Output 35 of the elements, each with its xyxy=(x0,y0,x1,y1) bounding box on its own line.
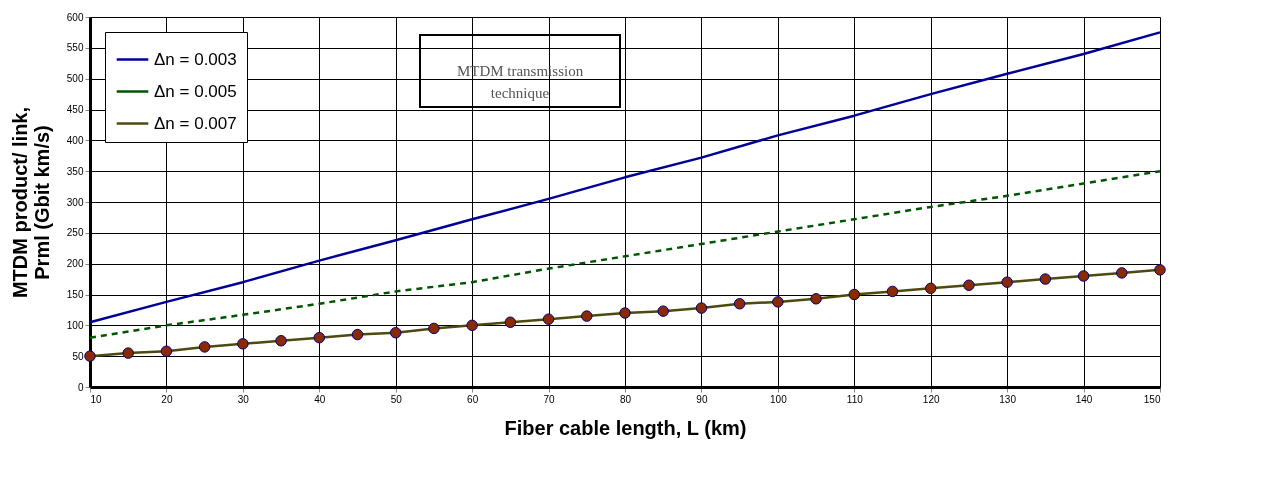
y-tick-label: 0 xyxy=(77,381,84,393)
x-tick-label: 80 xyxy=(619,393,632,405)
y-tick-label: 550 xyxy=(66,42,84,54)
x-tick-label: 90 xyxy=(696,393,708,405)
legend-label: Δn = 0.003 xyxy=(154,49,237,69)
y-tick-label: 300 xyxy=(66,196,84,208)
y-tick-label: 50 xyxy=(72,350,84,362)
y-tick-label: 600 xyxy=(66,11,84,23)
x-tick-label: 10 xyxy=(90,393,103,405)
y-axis-title: MTDM product/ link, Prml (Gbit km/s) xyxy=(8,106,53,299)
y-tick-label: 400 xyxy=(66,134,84,146)
x-tick-label: 70 xyxy=(543,393,556,405)
line-series xyxy=(88,31,1162,324)
x-tick-label: 150 xyxy=(1143,393,1161,405)
x-axis-title: Fiber cable length, L (km) xyxy=(504,416,747,439)
y-tick-label: 200 xyxy=(66,258,84,270)
x-tick-label: 140 xyxy=(1075,393,1093,405)
x-tick-label: 100 xyxy=(770,393,788,405)
x-tick-label: 120 xyxy=(922,393,940,405)
y-tick-label: 250 xyxy=(66,227,84,239)
x-tick-label: 30 xyxy=(237,393,250,405)
x-tick-label: 40 xyxy=(314,393,326,405)
x-tick-label: 130 xyxy=(999,393,1017,405)
x-tick-label: 20 xyxy=(161,393,173,405)
line-series xyxy=(88,169,1162,339)
y-tick-label: 350 xyxy=(66,165,84,177)
legend-label: Δn = 0.007 xyxy=(154,113,237,133)
y-tick-label: 100 xyxy=(66,319,84,331)
x-tick-label: 50 xyxy=(390,393,403,405)
y-tick-label: 450 xyxy=(66,104,84,115)
legend-label: Δn = 0.005 xyxy=(154,81,237,101)
x-tick-label: 110 xyxy=(846,393,864,405)
y-tick-label: 150 xyxy=(66,289,84,300)
x-tick-label: 60 xyxy=(467,393,479,405)
y-tick-label: 500 xyxy=(66,73,84,85)
